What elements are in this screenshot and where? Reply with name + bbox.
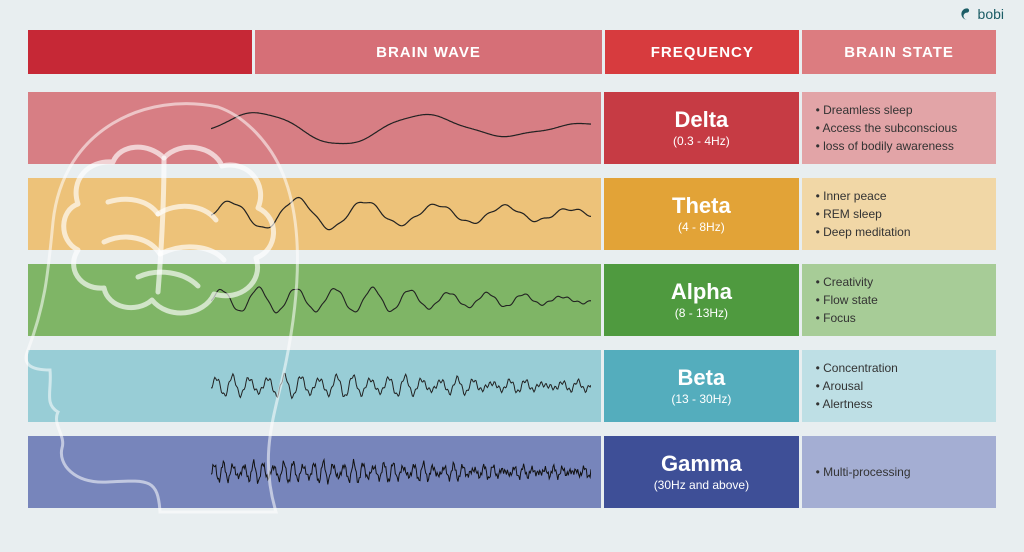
frequency-cell: Theta (4 - 8Hz) — [604, 178, 798, 250]
brain-state-item: Arousal — [816, 377, 864, 395]
header-brain-state: BRAIN STATE — [802, 30, 996, 74]
wave-row-alpha: Alpha (8 - 13Hz) CreativityFlow stateFocus — [28, 264, 996, 336]
wave-range: (4 - 8Hz) — [678, 220, 725, 234]
wave-name: Alpha — [671, 280, 732, 304]
wave-name: Delta — [674, 108, 728, 132]
header-frequency: FREQUENCY — [605, 30, 799, 74]
brain-state-cell: Dreamless sleepAccess the subconsciouslo… — [802, 92, 996, 164]
waveform-gamma — [211, 442, 591, 502]
brain-state-item: loss of bodily awareness — [816, 137, 954, 155]
brain-state-item: Alertness — [816, 395, 873, 413]
frequency-cell: Gamma (30Hz and above) — [604, 436, 798, 508]
brain-state-item: Inner peace — [816, 187, 887, 205]
wave-name: Theta — [672, 194, 731, 218]
wave-row-gamma: Gamma (30Hz and above) Multi-processing — [28, 436, 996, 508]
rows-container: Delta (0.3 - 4Hz) Dreamless sleepAccess th… — [28, 92, 996, 508]
wave-row-delta: Delta (0.3 - 4Hz) Dreamless sleepAccess th… — [28, 92, 996, 164]
wave-cell — [28, 178, 601, 250]
brain-state-item: REM sleep — [816, 205, 882, 223]
brain-state-item: Flow state — [816, 291, 878, 309]
header-state-label: BRAIN STATE — [844, 44, 954, 61]
header-brain-wave: BRAIN WAVE — [255, 30, 603, 74]
header-freq-label: FREQUENCY — [651, 44, 754, 61]
wave-range: (13 - 30Hz) — [671, 392, 731, 406]
brain-state-item: Focus — [816, 309, 856, 327]
brain-state-item: Concentration — [816, 359, 898, 377]
logo-icon — [960, 7, 974, 21]
waveform-beta — [211, 356, 591, 416]
header-wave-label: BRAIN WAVE — [376, 44, 481, 61]
brain-state-item: Dreamless sleep — [816, 101, 913, 119]
wave-cell — [28, 92, 601, 164]
brain-state-cell: ConcentrationArousalAlertness — [802, 350, 996, 422]
wave-name: Beta — [678, 366, 726, 390]
header-row: BRAIN WAVE FREQUENCY BRAIN STATE — [28, 30, 996, 74]
frequency-cell: Alpha (8 - 13Hz) — [604, 264, 798, 336]
wave-cell — [28, 264, 601, 336]
wave-row-beta: Beta (13 - 30Hz) ConcentrationArousalAlert… — [28, 350, 996, 422]
waveform-theta — [211, 184, 591, 244]
wave-range: (8 - 13Hz) — [675, 306, 728, 320]
brain-state-cell: Multi-processing — [802, 436, 996, 508]
wave-row-theta: Theta (4 - 8Hz) Inner peaceREM sleepDeep m… — [28, 178, 996, 250]
wave-name: Gamma — [661, 452, 742, 476]
brain-state-cell: Inner peaceREM sleepDeep meditation — [802, 178, 996, 250]
waveform-alpha — [211, 270, 591, 330]
brain-state-cell: CreativityFlow stateFocus — [802, 264, 996, 336]
brain-state-item: Access the subconscious — [816, 119, 958, 137]
infographic: BRAIN WAVE FREQUENCY BRAIN STATE Delta (0… — [28, 30, 996, 518]
frequency-cell: Delta (0.3 - 4Hz) — [604, 92, 798, 164]
wave-cell — [28, 350, 601, 422]
logo-text: bobi — [978, 6, 1004, 22]
logo: bobi — [960, 6, 1004, 22]
brain-state-item: Deep meditation — [816, 223, 911, 241]
wave-range: (0.3 - 4Hz) — [673, 134, 730, 148]
waveform-delta — [211, 98, 591, 158]
brain-state-item: Creativity — [816, 273, 874, 291]
header-spacer — [28, 30, 252, 74]
wave-range: (30Hz and above) — [654, 478, 749, 492]
frequency-cell: Beta (13 - 30Hz) — [604, 350, 798, 422]
brain-state-item: Multi-processing — [816, 463, 911, 481]
wave-cell — [28, 436, 601, 508]
